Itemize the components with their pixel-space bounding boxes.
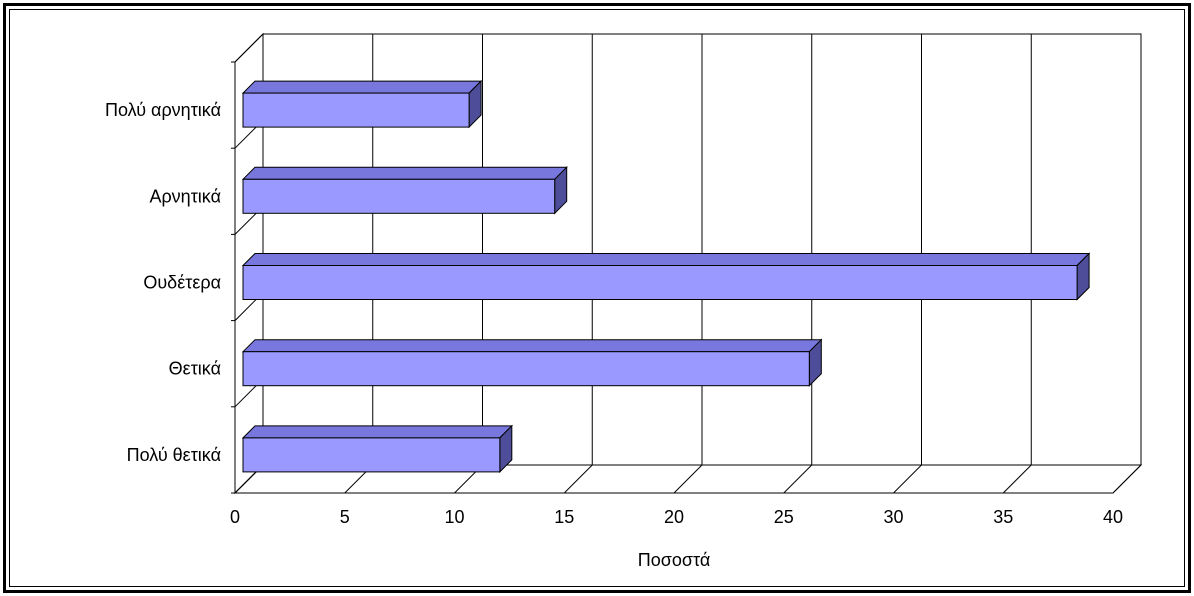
bar <box>241 424 514 474</box>
x-tick-label: 0 <box>230 507 240 527</box>
side-gridline <box>234 33 264 63</box>
x-tick-label: 25 <box>774 507 794 527</box>
x-tick-label: 35 <box>993 507 1013 527</box>
x-tick-label: 10 <box>444 507 464 527</box>
bar-front-face <box>242 178 556 214</box>
bar-top-face <box>241 253 1091 266</box>
y-category-label: Θετικά <box>169 359 221 379</box>
bar-top-face <box>241 339 823 353</box>
floor-gridline <box>1002 464 1032 494</box>
x-tick-label: 30 <box>883 507 903 527</box>
x-tick-label: 40 <box>1103 507 1123 527</box>
bar-front-face <box>242 92 470 128</box>
bar-front-face <box>242 351 810 387</box>
y-category-label: Αρνητικά <box>149 186 221 206</box>
floor-gridline <box>893 464 922 494</box>
bar-top-face <box>241 166 568 180</box>
bar-top-face <box>241 425 514 439</box>
floor-gridline <box>1112 464 1142 494</box>
y-category-label: Πολύ αρνητικά <box>105 100 221 120</box>
bar <box>241 252 1091 301</box>
floor-gridline <box>563 464 593 494</box>
bar <box>241 79 483 129</box>
x-tick-label: 5 <box>340 507 350 527</box>
bar-front-face <box>242 437 501 473</box>
x-axis-ticks: 0 5 10 15 20 25 30 35 40 <box>230 507 1123 527</box>
bar-front-face <box>242 265 1078 300</box>
y-category-label: Πολύ θετικά <box>127 445 221 465</box>
x-axis-title: Ποσοστά <box>638 550 711 570</box>
y-category-label: Ουδέτερα <box>143 273 221 293</box>
chart-border-inner <box>9 9 1185 587</box>
bar-top-face <box>241 80 483 94</box>
floor-gridline <box>673 464 703 494</box>
x-tick-label: 15 <box>554 507 574 527</box>
bar <box>241 166 568 215</box>
bar <box>241 338 823 387</box>
y-axis-categories: Πολύ αρνητικά Αρνητικά Ουδέτερα Θετικά Πολύ … <box>105 100 221 465</box>
chart-bars <box>241 79 1091 474</box>
floor-gridline <box>783 464 813 494</box>
x-tick-label: 20 <box>664 507 684 527</box>
